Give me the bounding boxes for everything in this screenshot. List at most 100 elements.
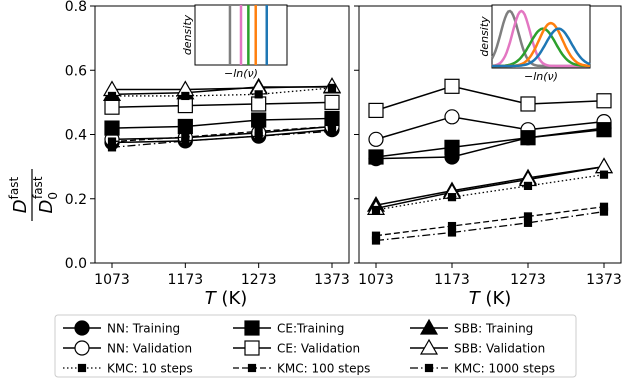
inset-ylabel: density: [478, 16, 491, 57]
y-label-den-main: D: [36, 200, 57, 214]
inset-vlines: density −ln(ν): [181, 4, 288, 80]
data-point: [251, 96, 267, 112]
series-line: [111, 125, 333, 141]
x-tick-label: 1373: [586, 272, 622, 288]
series-line: [111, 101, 333, 108]
legend-label: CE: Validation: [277, 342, 360, 356]
data-point: [324, 94, 340, 110]
legend-label: NN: Training: [107, 322, 180, 336]
y-label-denominator: D0fast: [31, 176, 60, 213]
legend-label: SBB: Validation: [454, 342, 545, 356]
data-point: [251, 112, 267, 128]
legend-label: KMC: 100 steps: [277, 362, 370, 376]
data-point: [444, 109, 460, 125]
data-point: [523, 218, 533, 227]
data-point: [371, 205, 381, 215]
y-label-den-sub: 0: [46, 192, 60, 200]
legend-label: KMC: 10 steps: [107, 362, 193, 376]
x-label-unit: (K): [480, 288, 512, 309]
inset-ylabel: density: [181, 14, 194, 55]
data-point: [254, 132, 263, 141]
series-line: [375, 210, 605, 242]
legend-entry-kmc_10: KMC: 10 steps: [63, 362, 193, 376]
series-ce_train: [104, 110, 340, 136]
legend-marker: [419, 318, 439, 335]
data-point: [177, 118, 193, 135]
series-line: [375, 174, 605, 211]
series-nn_train: [104, 122, 340, 151]
data-point: [104, 120, 120, 136]
series-line: [375, 165, 605, 210]
series-kmc_1000: [371, 207, 609, 245]
legend-label: NN: Validation: [107, 342, 192, 356]
series-line: [375, 116, 605, 141]
inset-curve: [492, 27, 591, 68]
legend-marker: [74, 340, 90, 356]
series-kmc_1000: [107, 127, 337, 152]
series-line: [111, 125, 333, 143]
series-line: [375, 127, 605, 160]
right-panel: 1073 1173 1273 1373 density −ln(ν): [354, 4, 622, 288]
inset-xlabel: −ln(ν): [524, 70, 558, 83]
inset-gaussians: density −ln(ν): [478, 4, 591, 83]
series-ce_train: [368, 122, 612, 165]
data-point: [596, 122, 612, 138]
legend-marker: [244, 340, 260, 356]
data-point: [596, 93, 612, 109]
x-axis-label-right: T (K): [469, 288, 512, 309]
x-label-unit: (K): [216, 288, 248, 309]
left-panel: 1073 1173 1273 1373 0.0 0.2 0.4 0.6 0.8 density −l…: [65, 0, 350, 288]
legend-marker: [424, 363, 434, 373]
legend-marker: [419, 338, 439, 355]
series-line: [375, 206, 605, 237]
data-point: [444, 78, 460, 94]
x-tick-label: 1073: [94, 272, 130, 288]
y-tick-label: 0.2: [65, 192, 87, 208]
data-point: [104, 99, 120, 115]
legend-marker: [244, 320, 260, 336]
legend-entry-sbb_val: SBB: Validation: [410, 338, 545, 356]
y-label-num-main: D: [10, 199, 31, 213]
legend-entry-ce_train: CE:Training: [233, 320, 344, 336]
legend-frame: [54, 314, 577, 378]
x-tick-label: 1373: [314, 272, 350, 288]
series-nn_val: [368, 109, 612, 147]
data-point: [368, 149, 384, 165]
data-point: [520, 130, 536, 146]
data-point: [181, 136, 190, 146]
inset-xlabel: −ln(ν): [224, 67, 258, 80]
legend-marker: [77, 363, 87, 373]
data-point: [444, 139, 460, 155]
legend-marker: [74, 320, 90, 336]
x-tick-label: 1173: [434, 272, 470, 288]
data-point: [327, 83, 337, 93]
data-point: [371, 236, 381, 245]
series-line: [112, 85, 333, 91]
data-point: [447, 228, 457, 237]
series-nn_train: [368, 120, 612, 167]
data-point: [594, 157, 614, 174]
legend-marker: [247, 363, 257, 373]
series-sbb_val: [366, 157, 614, 215]
series-line: [111, 117, 333, 129]
inset-curve: [491, 9, 590, 68]
series-line: [112, 87, 333, 97]
legend-label: CE:Training: [277, 322, 344, 336]
data-point: [254, 90, 263, 99]
series-kmc_100: [371, 202, 609, 240]
series-ce_val: [368, 78, 612, 119]
legend-entry-kmc_1000: KMC: 1000 steps: [410, 362, 555, 376]
data-point: [447, 193, 457, 202]
y-tick-label: 0.0: [65, 256, 87, 272]
y-tick-label: 0.4: [65, 128, 87, 144]
data-point: [327, 127, 337, 136]
data-point: [368, 102, 384, 119]
series-ce_val: [104, 94, 340, 115]
legend-entry-nn_train: NN: Training: [63, 320, 180, 336]
y-label-numerator: Dfast: [7, 177, 31, 214]
x-tick-label: 1173: [168, 272, 204, 288]
legend-label: SBB: Training: [454, 322, 533, 336]
data-point: [599, 170, 609, 179]
legend: NN: Training CE:Training SBB: Training NN: …: [54, 314, 577, 378]
